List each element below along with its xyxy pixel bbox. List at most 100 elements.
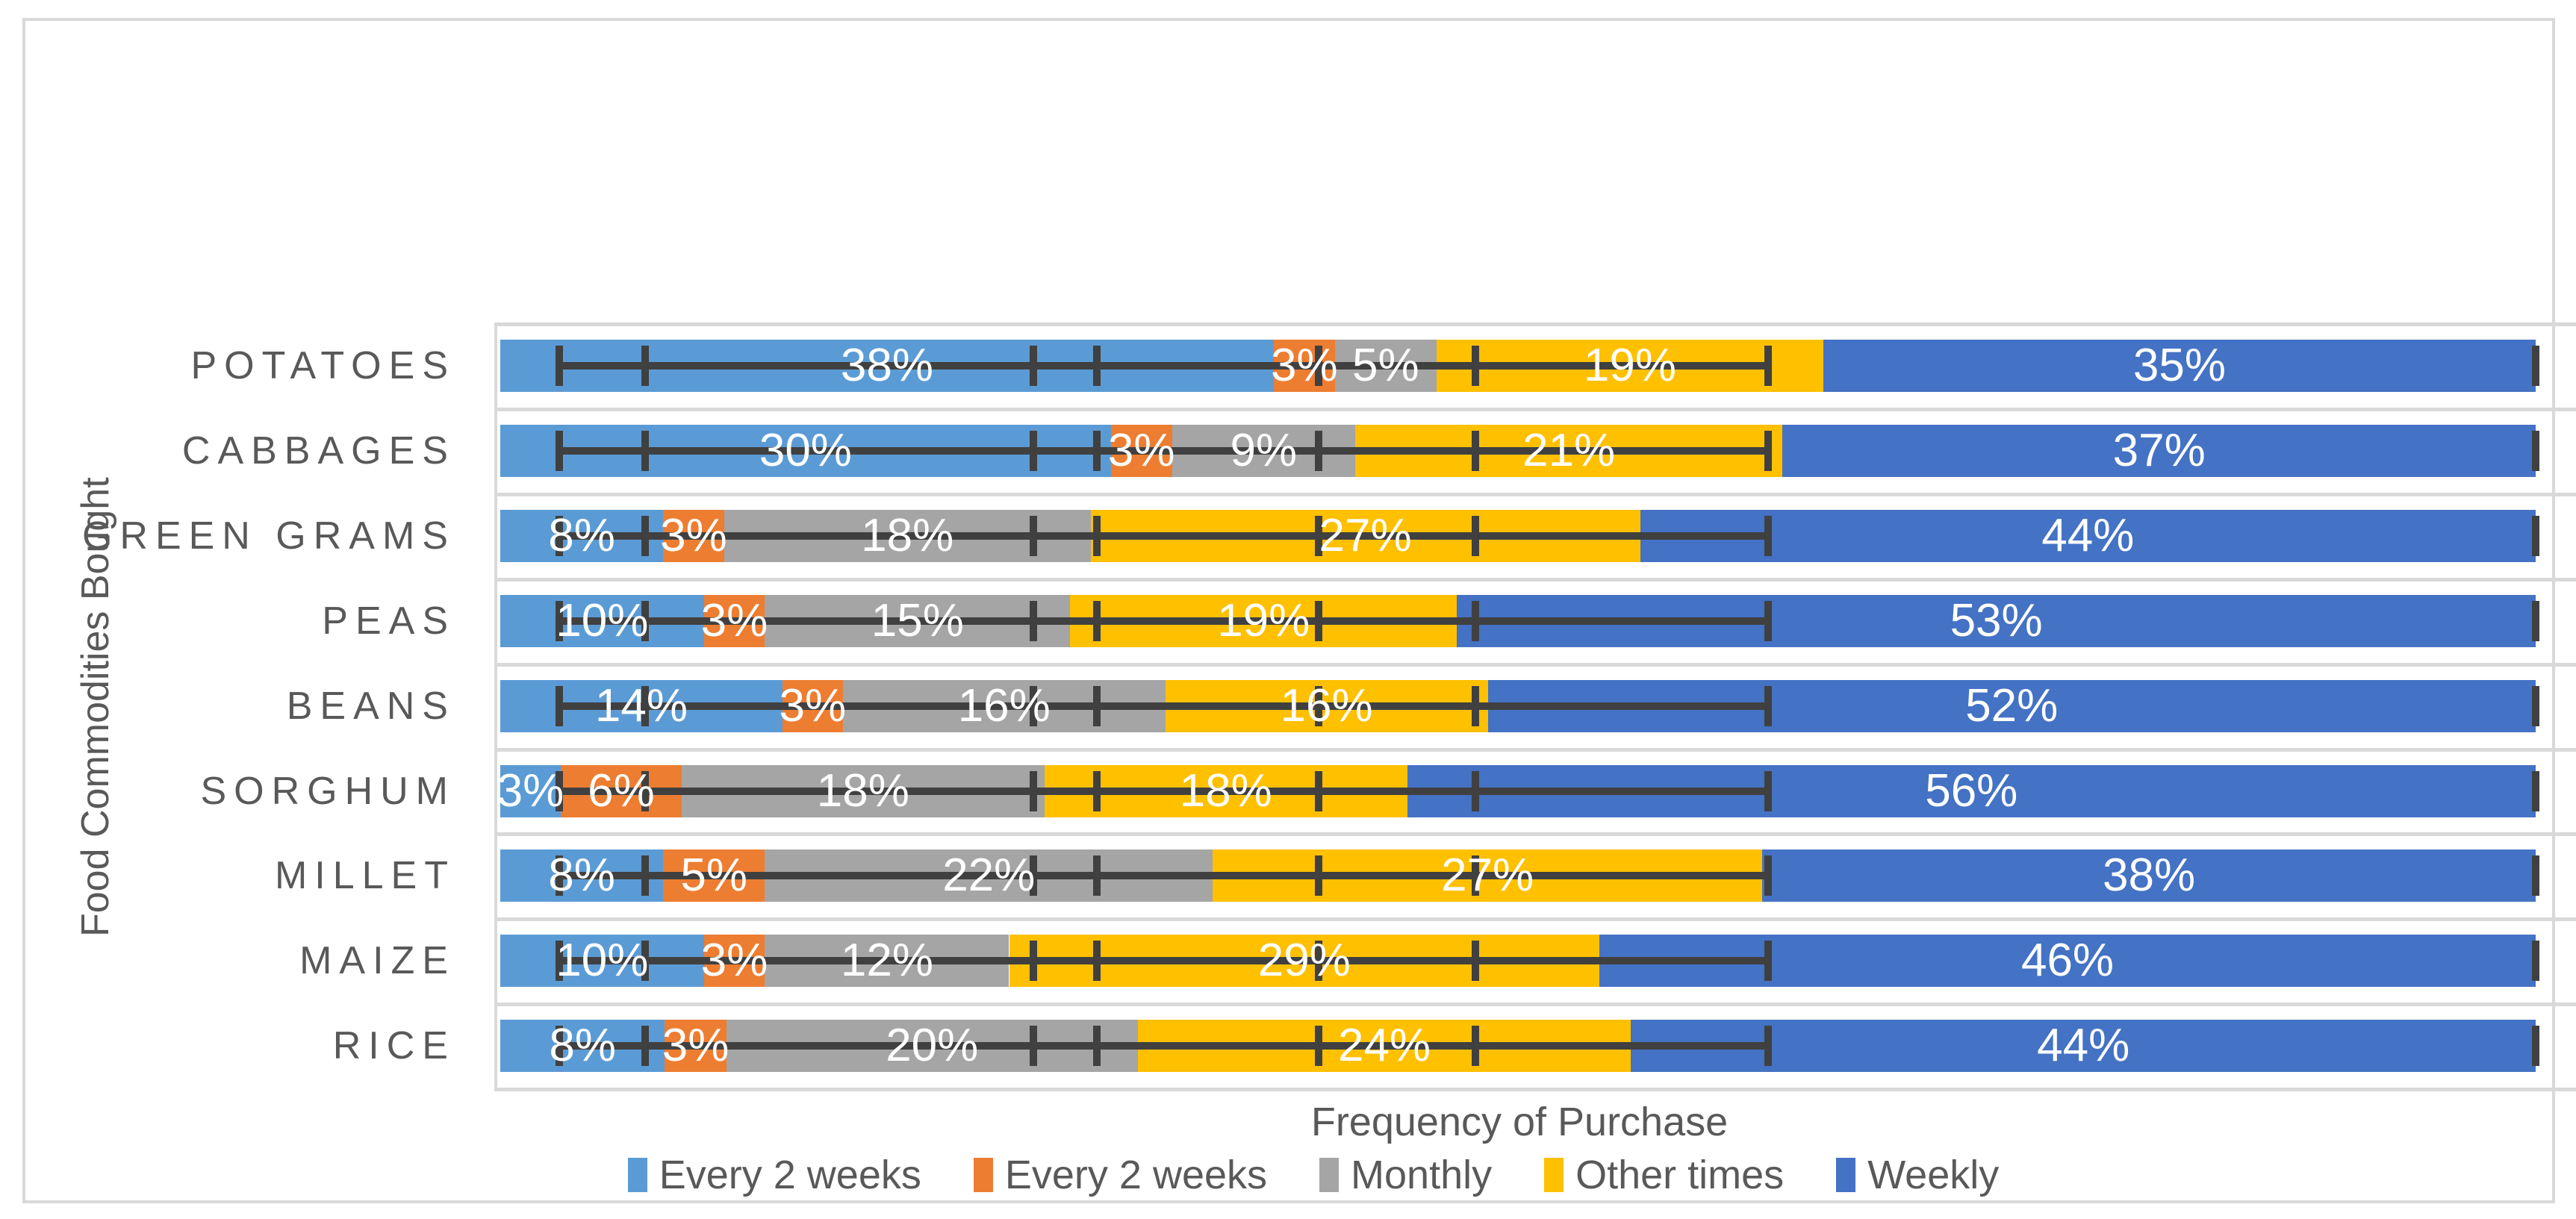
error-bar-cap <box>1764 941 1773 982</box>
error-bar-cap <box>641 1026 649 1067</box>
error-bar-cap <box>1314 1026 1322 1067</box>
data-label: 37% <box>2112 424 2206 476</box>
bar-segment <box>1640 509 2536 562</box>
error-bar-cap <box>1471 685 1479 726</box>
data-label: 14% <box>594 679 688 732</box>
data-label: 19% <box>1217 594 1310 646</box>
error-bar-cap <box>1764 855 1773 897</box>
data-label: 44% <box>2041 509 2135 561</box>
gridline <box>494 917 2576 922</box>
y-axis-line <box>494 322 497 1091</box>
error-bar-cap <box>1314 855 1322 897</box>
bar-row-green-grams: 8% 3% 18% 27% 44% <box>494 493 2576 578</box>
data-label: 38% <box>2103 849 2196 902</box>
data-label: 10% <box>556 594 649 646</box>
data-label: 15% <box>871 594 964 646</box>
error-bar-cap <box>1471 600 1479 641</box>
error-bar-cap <box>1314 600 1322 641</box>
data-label: 3% <box>660 509 727 561</box>
data-label: 35% <box>2132 340 2226 391</box>
gridline <box>494 492 2576 496</box>
category-label: PEAS <box>322 599 455 643</box>
error-bar-line <box>559 872 1769 880</box>
category-axis-labels: POTATOES CABBAGES GREEN GRAMS PEAS BEANS SORG… <box>52 322 455 1091</box>
error-bar-cap <box>556 685 564 726</box>
error-bar-cap <box>1764 770 1773 811</box>
data-label: 52% <box>1965 679 2059 732</box>
error-bar-cap <box>1092 430 1101 471</box>
data-label: 18% <box>861 509 954 561</box>
bar-row-cabbages: 30% 3% 9% 21% 37% <box>494 408 2576 493</box>
gridline <box>494 407 2576 411</box>
bar-row-beans: 14% 3% 16% 16% 52% <box>494 663 2576 748</box>
legend-label: Every 2 weeks <box>659 1153 921 1197</box>
legend-swatch-icon <box>1319 1158 1340 1192</box>
x-axis-title: Frequency of Purchase <box>1310 1100 1729 1144</box>
bar-segment <box>1631 1020 2536 1073</box>
category-label: MILLET <box>274 854 455 898</box>
error-bar-cap <box>2532 770 2539 811</box>
bar-segment <box>1823 340 2536 392</box>
data-label: 8% <box>549 1020 616 1072</box>
bar-segment <box>500 764 561 817</box>
data-label: 46% <box>2020 935 2115 987</box>
data-label: 3% <box>700 935 768 987</box>
data-label: 56% <box>1925 764 2018 817</box>
bar-row-millet: 8% 5% 22% 27% 38% <box>494 832 2576 917</box>
bar-row-potatoes: 38% 3% 5% 19% 35% <box>494 322 2576 408</box>
error-bar-cap <box>641 430 649 471</box>
error-bar-cap <box>1092 770 1101 811</box>
error-bar-cap <box>1030 941 1038 982</box>
data-label: 44% <box>2037 1020 2130 1072</box>
error-bar-cap <box>1471 770 1479 811</box>
error-bar-cap <box>1314 685 1322 726</box>
error-bar-cap <box>641 685 649 726</box>
data-label: 5% <box>680 849 748 902</box>
error-bar-cap <box>556 1026 564 1067</box>
error-bar-cap <box>556 346 564 386</box>
error-bar-cap <box>1471 430 1479 471</box>
legend-label: Monthly <box>1351 1153 1493 1197</box>
legend: Every 2 weeks Every 2 weeks Monthly Other t… <box>48 1145 2576 1205</box>
category-label: POTATOES <box>190 344 455 387</box>
error-bar-cap <box>556 430 564 471</box>
error-bar-cap <box>1314 770 1322 811</box>
data-label: 38% <box>840 340 933 391</box>
gridline <box>494 577 2576 582</box>
error-bar-cap <box>1092 346 1101 386</box>
error-bar-cap <box>2532 515 2539 556</box>
error-bar-cap <box>1092 600 1101 641</box>
error-bar-cap <box>1030 685 1038 726</box>
error-bar-cap <box>641 855 649 897</box>
error-bar-cap <box>2532 346 2539 386</box>
error-bar-cap <box>1471 346 1479 386</box>
error-bar-cap <box>2532 430 2539 471</box>
error-bar-line <box>559 787 1769 795</box>
legend-label: Every 2 weeks <box>1004 1153 1268 1197</box>
error-bar-line <box>559 617 1769 625</box>
bar-row-rice: 8% 3% 20% 24% 44% <box>494 1003 2576 1088</box>
data-label: 3% <box>779 679 847 732</box>
data-label: 8% <box>548 509 615 561</box>
legend-label: Other times <box>1575 1153 1785 1197</box>
data-label: 19% <box>1583 340 1676 391</box>
error-bar-cap <box>1030 430 1038 471</box>
data-label: 27% <box>1441 849 1534 902</box>
gridline <box>494 322 2576 326</box>
data-label: 12% <box>840 935 933 987</box>
error-bar-line <box>559 362 1769 370</box>
error-bar-cap <box>1314 346 1322 386</box>
error-bar-line <box>559 957 1769 965</box>
data-label: 3% <box>662 1020 729 1072</box>
error-bar-cap <box>556 855 564 897</box>
error-bar-cap <box>1314 941 1322 982</box>
bar-segment <box>1782 424 2536 477</box>
data-label: 18% <box>1179 764 1272 817</box>
error-bar-cap <box>1764 515 1773 556</box>
error-bar-cap <box>1092 515 1101 556</box>
error-bar-cap <box>1764 685 1773 726</box>
error-bar-cap <box>641 515 649 556</box>
bar-row-peas: 10% 3% 15% 19% 53% <box>494 578 2576 663</box>
legend-item: Every 2 weeks <box>627 1152 921 1198</box>
error-bar-cap <box>2532 1026 2539 1067</box>
